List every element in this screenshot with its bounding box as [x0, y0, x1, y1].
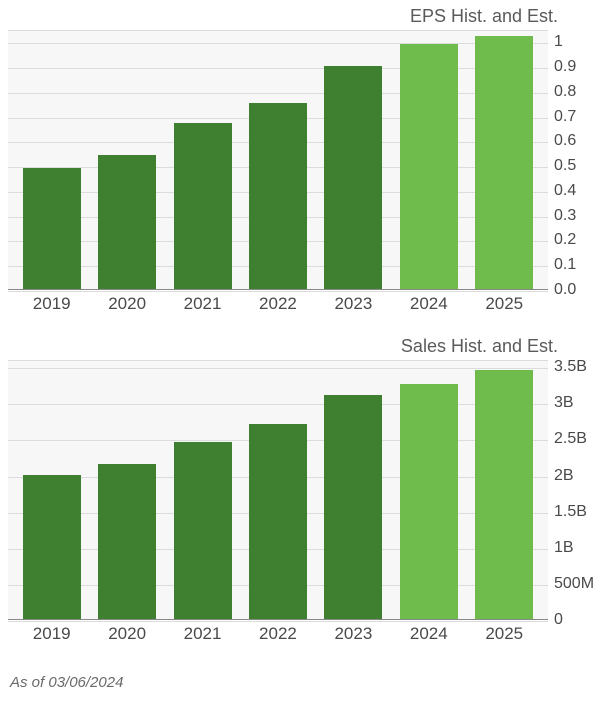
y-tick-label: 0.7 — [554, 108, 576, 126]
y-tick-label: 1B — [554, 539, 574, 557]
sales-bar-2025 — [475, 370, 533, 619]
eps-bar-2025 — [475, 36, 533, 289]
sales-bar-2021 — [174, 442, 232, 619]
sales-bar-2022 — [249, 424, 307, 619]
y-tick-label: 0.4 — [554, 182, 576, 200]
y-tick-label: 500M — [554, 575, 594, 593]
eps-bar-2021 — [174, 123, 232, 289]
x-tick-label: 2020 — [98, 624, 156, 644]
sales-bar-2020 — [98, 464, 156, 619]
x-tick-label: 2023 — [324, 294, 382, 314]
y-tick-label: 0.2 — [554, 231, 576, 249]
eps-plot-area — [8, 30, 548, 290]
y-tick-label: 1.5B — [554, 503, 587, 521]
y-tick-label: 3.5B — [554, 358, 587, 376]
y-tick-label: 2B — [554, 467, 574, 485]
eps-bar-2020 — [98, 155, 156, 289]
x-tick-label: 2025 — [475, 294, 533, 314]
eps-y-axis: 0.00.10.20.30.40.50.60.70.80.91 — [548, 30, 603, 290]
as-of-footer: As of 03/06/2024 — [8, 668, 608, 697]
y-tick-label: 1 — [554, 33, 563, 51]
x-tick-label: 2022 — [249, 624, 307, 644]
x-tick-label: 2021 — [174, 294, 232, 314]
y-tick-label: 0.1 — [554, 256, 576, 274]
eps-bar-2024 — [400, 44, 458, 289]
y-tick-label: 0.9 — [554, 58, 576, 76]
x-tick-label: 2024 — [400, 624, 458, 644]
x-tick-label: 2025 — [475, 624, 533, 644]
x-tick-label: 2020 — [98, 294, 156, 314]
gridline — [8, 291, 548, 292]
x-tick-label: 2019 — [23, 624, 81, 644]
sales-bar-2023 — [324, 395, 382, 619]
sales-x-axis: 2019 2020 2021 2022 2023 2024 2025 — [8, 620, 548, 644]
sales-y-axis: 0500M1B1.5B2B2.5B3B3.5B — [548, 360, 603, 620]
sales-plot-area — [8, 360, 548, 620]
eps-chart-title: EPS Hist. and Est. — [410, 6, 558, 27]
eps-chart: EPS Hist. and Est. 0.0 0.1 0.2 0.3 0.4 0.5 0.6 0… — [8, 8, 608, 314]
sales-bar-2024 — [400, 384, 458, 619]
x-tick-label: 2022 — [249, 294, 307, 314]
sales-chart: Sales Hist. and Est. 0 500M 1B 1.5B 2B 2.5B 3B 3… — [8, 338, 608, 644]
eps-bar-2019 — [23, 168, 81, 289]
x-tick-label: 2023 — [324, 624, 382, 644]
sales-chart-title: Sales Hist. and Est. — [401, 336, 558, 357]
y-tick-label: 0.8 — [554, 83, 576, 101]
y-tick-label: 0 — [554, 611, 563, 629]
y-tick-label: 0.3 — [554, 207, 576, 225]
x-tick-label: 2019 — [23, 294, 81, 314]
y-tick-label: 0.6 — [554, 132, 576, 150]
sales-bar-2019 — [23, 475, 81, 619]
eps-x-axis: 2019 2020 2021 2022 2023 2024 2025 — [8, 290, 548, 314]
x-tick-label: 2024 — [400, 294, 458, 314]
eps-bar-2022 — [249, 103, 307, 289]
x-tick-label: 2021 — [174, 624, 232, 644]
y-tick-label: 0.0 — [554, 281, 576, 299]
y-tick-label: 0.5 — [554, 157, 576, 175]
gridline — [8, 621, 548, 622]
eps-bar-2023 — [324, 66, 382, 289]
y-tick-label: 2.5B — [554, 430, 587, 448]
y-tick-label: 3B — [554, 394, 574, 412]
